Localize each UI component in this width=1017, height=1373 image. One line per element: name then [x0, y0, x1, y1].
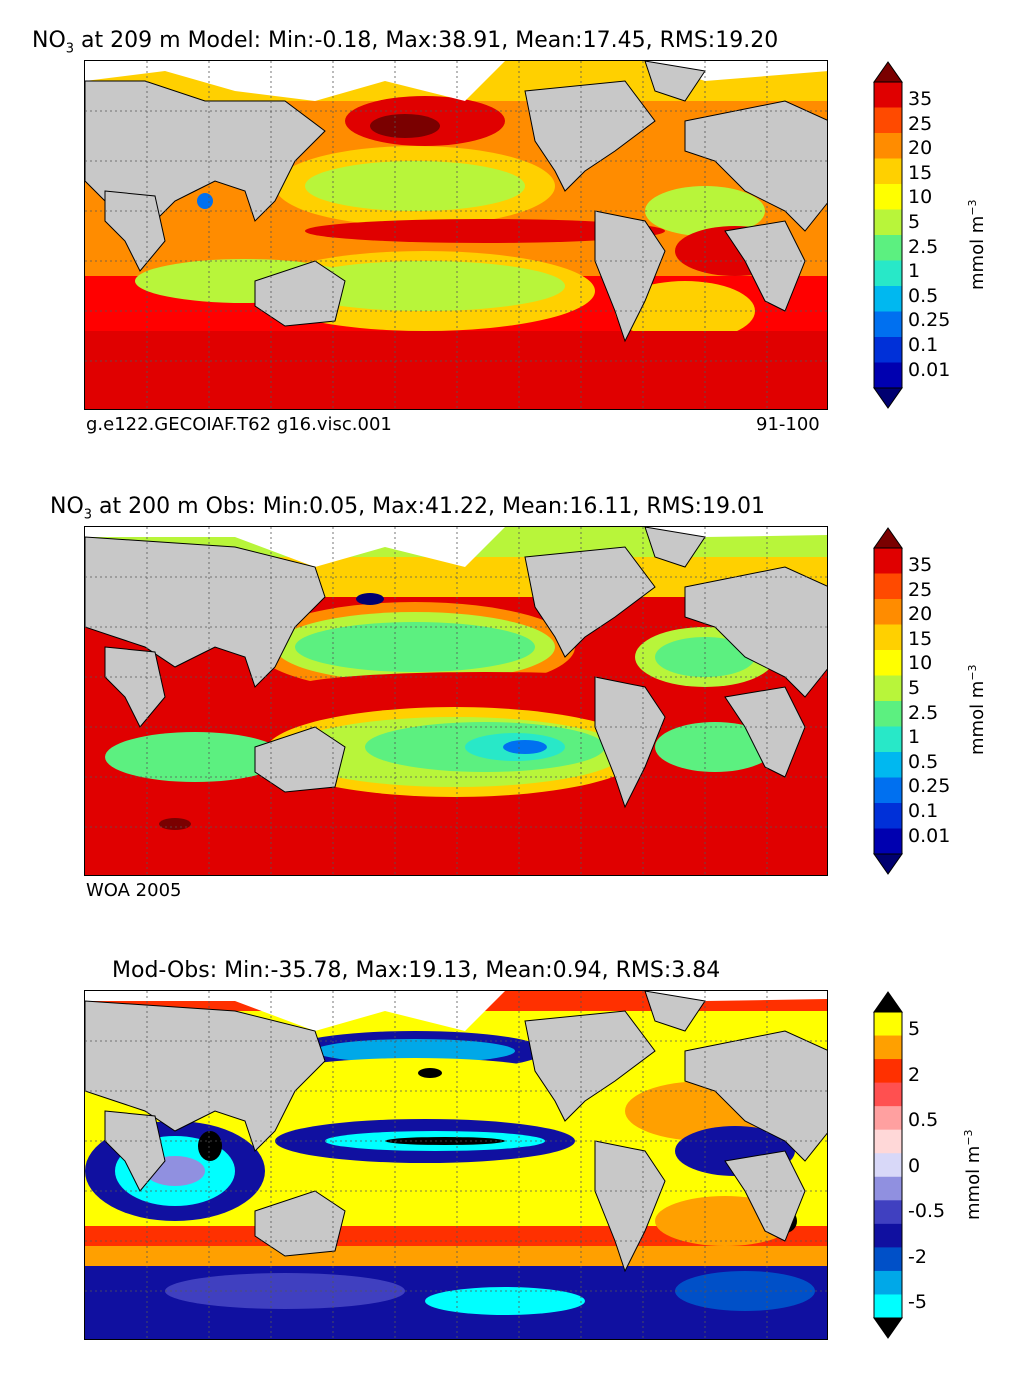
- colorbar-bottom-extend: [873, 853, 903, 875]
- colorbar-3-units: mmol m−3: [962, 1129, 984, 1220]
- colorbar-top-extend: [873, 991, 903, 1013]
- colorbar-frame: [873, 547, 903, 855]
- colorbar-segment: [874, 1012, 902, 1037]
- colorbar-segment: [874, 599, 902, 625]
- colorbar-tick-label: 0.5: [908, 1109, 939, 1131]
- colorbar-tick-label: 0.1: [908, 334, 939, 356]
- colorbar-segment: [874, 803, 902, 829]
- colorbar-segment: [874, 1247, 902, 1272]
- colorbar-tick-label: -0.5: [908, 1200, 946, 1222]
- colorbar-segment: [874, 548, 902, 574]
- panel3-map: [84, 990, 828, 1340]
- colorbar-tick-label: 0.25: [908, 775, 951, 798]
- colorbar-tick-label: 15: [908, 627, 933, 650]
- colorbar-segment: [874, 311, 902, 338]
- colorbar-segment: [874, 286, 902, 312]
- colorbar-segment: [874, 752, 902, 778]
- colorbar-tick-label: 5: [908, 1018, 921, 1040]
- colorbar-segment: [874, 184, 902, 210]
- colorbar-segment: [874, 1082, 902, 1107]
- colorbar-segment: [874, 362, 902, 389]
- colorbar-segment: [874, 1153, 902, 1178]
- panel1-map: [84, 60, 828, 410]
- colorbar-tick-label: 10: [908, 186, 933, 209]
- colorbar-2-units: mmol m−3: [966, 664, 988, 755]
- colorbar-1-units: mmol m−3: [966, 199, 988, 290]
- colorbar-segment: [874, 828, 902, 855]
- diff-map-svg: [85, 991, 827, 1339]
- panel2-caption-left: WOA 2005: [86, 880, 182, 901]
- colorbar-tick-label: 2: [908, 1063, 921, 1086]
- colorbar-3: [873, 991, 903, 1339]
- colorbar-tick-label: 35: [908, 88, 933, 110]
- colorbar-tick-label: 5: [908, 211, 921, 233]
- panel1-caption-right: 91-100: [756, 414, 820, 435]
- colorbar-tick-label: 5: [908, 677, 921, 699]
- colorbar-segment: [874, 1223, 902, 1248]
- colorbar-segment: [874, 1200, 902, 1225]
- colorbar-tick-label: 0.1: [908, 800, 939, 822]
- colorbar-tick-label: 2.5: [908, 701, 939, 724]
- colorbar-segment: [874, 1059, 902, 1084]
- colorbar-segment: [874, 1294, 902, 1319]
- colorbar-tick-label: 0.01: [908, 358, 951, 381]
- colorbar-segment: [874, 1035, 902, 1060]
- colorbar-tick-label: 0.01: [908, 824, 951, 847]
- colorbar-tick-label: 35: [908, 554, 933, 576]
- colorbar-top-extend: [873, 527, 903, 549]
- colorbar-tick-label: -5: [908, 1291, 927, 1313]
- colorbar-segment: [874, 133, 902, 159]
- colorbar-segment: [874, 726, 902, 753]
- colorbar-tick-label: 1: [908, 726, 921, 749]
- colorbar-segment: [874, 260, 902, 287]
- colorbar-tick-label: -2: [908, 1245, 927, 1268]
- colorbar-segment: [874, 82, 902, 108]
- colorbar-segment: [874, 624, 902, 651]
- colorbar-segment: [874, 1129, 902, 1154]
- model-map-svg: [85, 61, 827, 409]
- colorbar-bottom-extend: [873, 387, 903, 409]
- colorbar-tick-label: 0.5: [908, 284, 939, 307]
- colorbar-top-extend: [873, 61, 903, 83]
- colorbar-bottom-extend: [873, 1317, 903, 1339]
- colorbar-segment: [874, 235, 902, 261]
- colorbar-segment: [874, 158, 902, 185]
- colorbar-tick-label: 25: [908, 112, 933, 135]
- colorbar-segment: [874, 675, 902, 702]
- colorbar-segment: [874, 701, 902, 727]
- colorbar-frame: [873, 1011, 903, 1319]
- panel3-title: Mod-Obs: Min:-35.78, Max:19.13, Mean:0.9…: [112, 958, 721, 983]
- colorbar-tick-label: 0.25: [908, 309, 951, 332]
- colorbar-2: [873, 527, 903, 875]
- colorbar-segment: [874, 777, 902, 804]
- colorbar-segment: [874, 650, 902, 676]
- colorbar-tick-label: 25: [908, 578, 933, 601]
- colorbar-tick-label: 0.5: [908, 750, 939, 773]
- panel1-title: NO3 at 209 m Model: Min:-0.18, Max:38.91…: [32, 28, 779, 57]
- colorbar-segment: [874, 1176, 902, 1201]
- colorbar-segment: [874, 209, 902, 236]
- colorbar-tick-label: 10: [908, 652, 933, 675]
- colorbar-frame: [873, 81, 903, 389]
- panel2-title: NO3 at 200 m Obs: Min:0.05, Max:41.22, M…: [50, 494, 765, 523]
- panel1-caption-left: g.e122.GECOIAF.T62 g16.visc.001: [86, 414, 392, 435]
- obs-map-svg: [85, 527, 827, 875]
- colorbar-tick-label: 1: [908, 260, 921, 283]
- colorbar-segment: [874, 107, 902, 134]
- colorbar-tick-label: 0: [908, 1154, 921, 1177]
- colorbar-tick-label: 20: [908, 603, 933, 626]
- colorbar-segment: [874, 1270, 902, 1295]
- panel2-map: [84, 526, 828, 876]
- colorbar-tick-label: 2.5: [908, 235, 939, 258]
- colorbar-segment: [874, 1106, 902, 1131]
- colorbar-tick-label: 20: [908, 137, 933, 160]
- colorbar-tick-label: 15: [908, 161, 933, 184]
- colorbar-segment: [874, 337, 902, 363]
- colorbar-1: [873, 61, 903, 409]
- colorbar-segment: [874, 573, 902, 600]
